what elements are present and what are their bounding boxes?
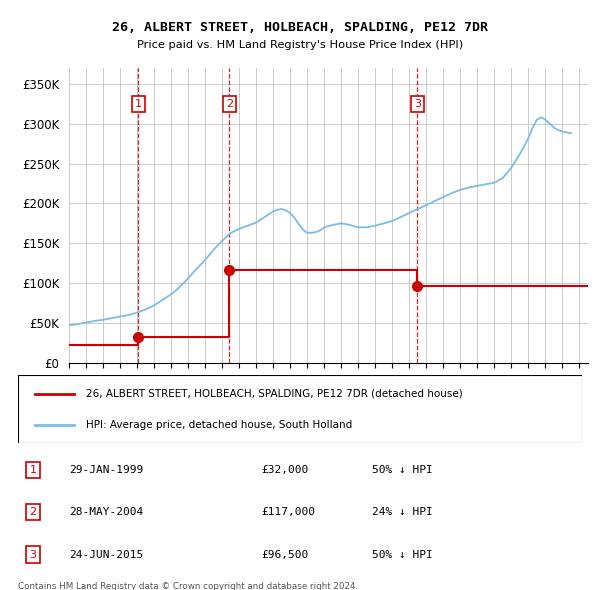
- Text: 26, ALBERT STREET, HOLBEACH, SPALDING, PE12 7DR: 26, ALBERT STREET, HOLBEACH, SPALDING, P…: [112, 21, 488, 34]
- Text: 24-JUN-2015: 24-JUN-2015: [69, 550, 143, 559]
- Text: 3: 3: [414, 99, 421, 109]
- Text: Price paid vs. HM Land Registry's House Price Index (HPI): Price paid vs. HM Land Registry's House …: [137, 40, 463, 50]
- Text: 50% ↓ HPI: 50% ↓ HPI: [372, 465, 433, 474]
- Text: 1: 1: [135, 99, 142, 109]
- Text: £96,500: £96,500: [261, 550, 308, 559]
- Text: 2: 2: [226, 99, 233, 109]
- Text: £32,000: £32,000: [261, 465, 308, 474]
- FancyBboxPatch shape: [18, 375, 582, 442]
- Text: 24% ↓ HPI: 24% ↓ HPI: [372, 507, 433, 517]
- Text: HPI: Average price, detached house, South Holland: HPI: Average price, detached house, Sout…: [86, 420, 352, 430]
- Text: 26, ALBERT STREET, HOLBEACH, SPALDING, PE12 7DR (detached house): 26, ALBERT STREET, HOLBEACH, SPALDING, P…: [86, 389, 463, 399]
- Text: 50% ↓ HPI: 50% ↓ HPI: [372, 550, 433, 559]
- Text: 1: 1: [29, 465, 37, 474]
- Text: 29-JAN-1999: 29-JAN-1999: [69, 465, 143, 474]
- Text: Contains HM Land Registry data © Crown copyright and database right 2024.: Contains HM Land Registry data © Crown c…: [18, 582, 358, 590]
- Text: £117,000: £117,000: [261, 507, 315, 517]
- Text: 2: 2: [29, 507, 37, 517]
- Text: 28-MAY-2004: 28-MAY-2004: [69, 507, 143, 517]
- Text: 3: 3: [29, 550, 37, 559]
